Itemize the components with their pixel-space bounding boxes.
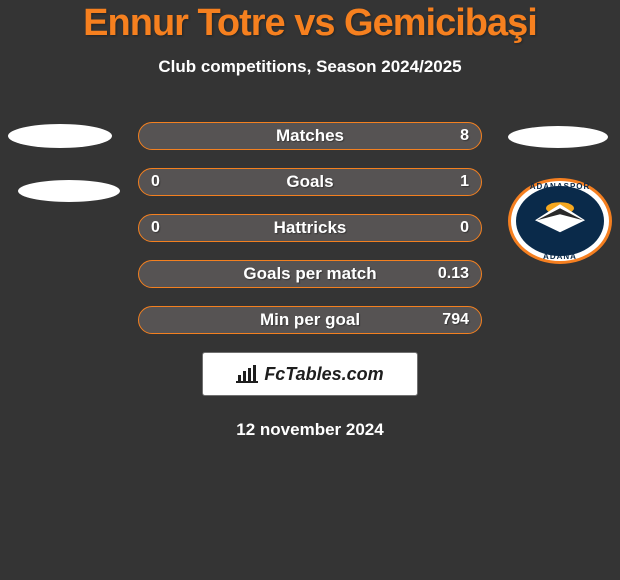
stat-row-goals-per-match: Goals per match 0.13 — [138, 260, 482, 288]
page-title: Ennur Totre vs Gemicibaşi — [0, 0, 620, 45]
player1-shape-head — [8, 124, 112, 148]
eagle-icon — [531, 198, 589, 238]
stat-right-value: 1 — [460, 173, 469, 191]
stat-right-value: 794 — [442, 311, 469, 329]
page-subtitle: Club competitions, Season 2024/2025 — [0, 57, 620, 77]
club-badge-right: ADANASPOR ADANA — [508, 178, 612, 264]
stat-label: Matches — [276, 126, 344, 146]
badge-top-text: ADANASPOR — [508, 182, 612, 191]
stat-row-matches: Matches 8 — [138, 122, 482, 150]
bar-chart-icon — [236, 365, 258, 383]
stat-row-goals: 0 Goals 1 — [138, 168, 482, 196]
brand-text: FcTables.com — [264, 364, 383, 385]
stat-row-hattricks: 0 Hattricks 0 — [138, 214, 482, 242]
stat-right-value: 0.13 — [438, 265, 469, 283]
date-text: 12 november 2024 — [0, 420, 620, 440]
stat-label: Hattricks — [274, 218, 347, 238]
stat-row-min-per-goal: Min per goal 794 — [138, 306, 482, 334]
stat-left-value: 0 — [151, 173, 160, 191]
player2-shape-head — [508, 126, 608, 148]
brand-link[interactable]: FcTables.com — [202, 352, 418, 396]
stat-right-value: 0 — [460, 219, 469, 237]
stat-label: Min per goal — [260, 310, 360, 330]
stat-label: Goals per match — [243, 264, 376, 284]
badge-bottom-text: ADANA — [508, 252, 612, 261]
stat-left-value: 0 — [151, 219, 160, 237]
stat-right-value: 8 — [460, 127, 469, 145]
stat-label: Goals — [286, 172, 333, 192]
player1-shape-body — [18, 180, 120, 202]
